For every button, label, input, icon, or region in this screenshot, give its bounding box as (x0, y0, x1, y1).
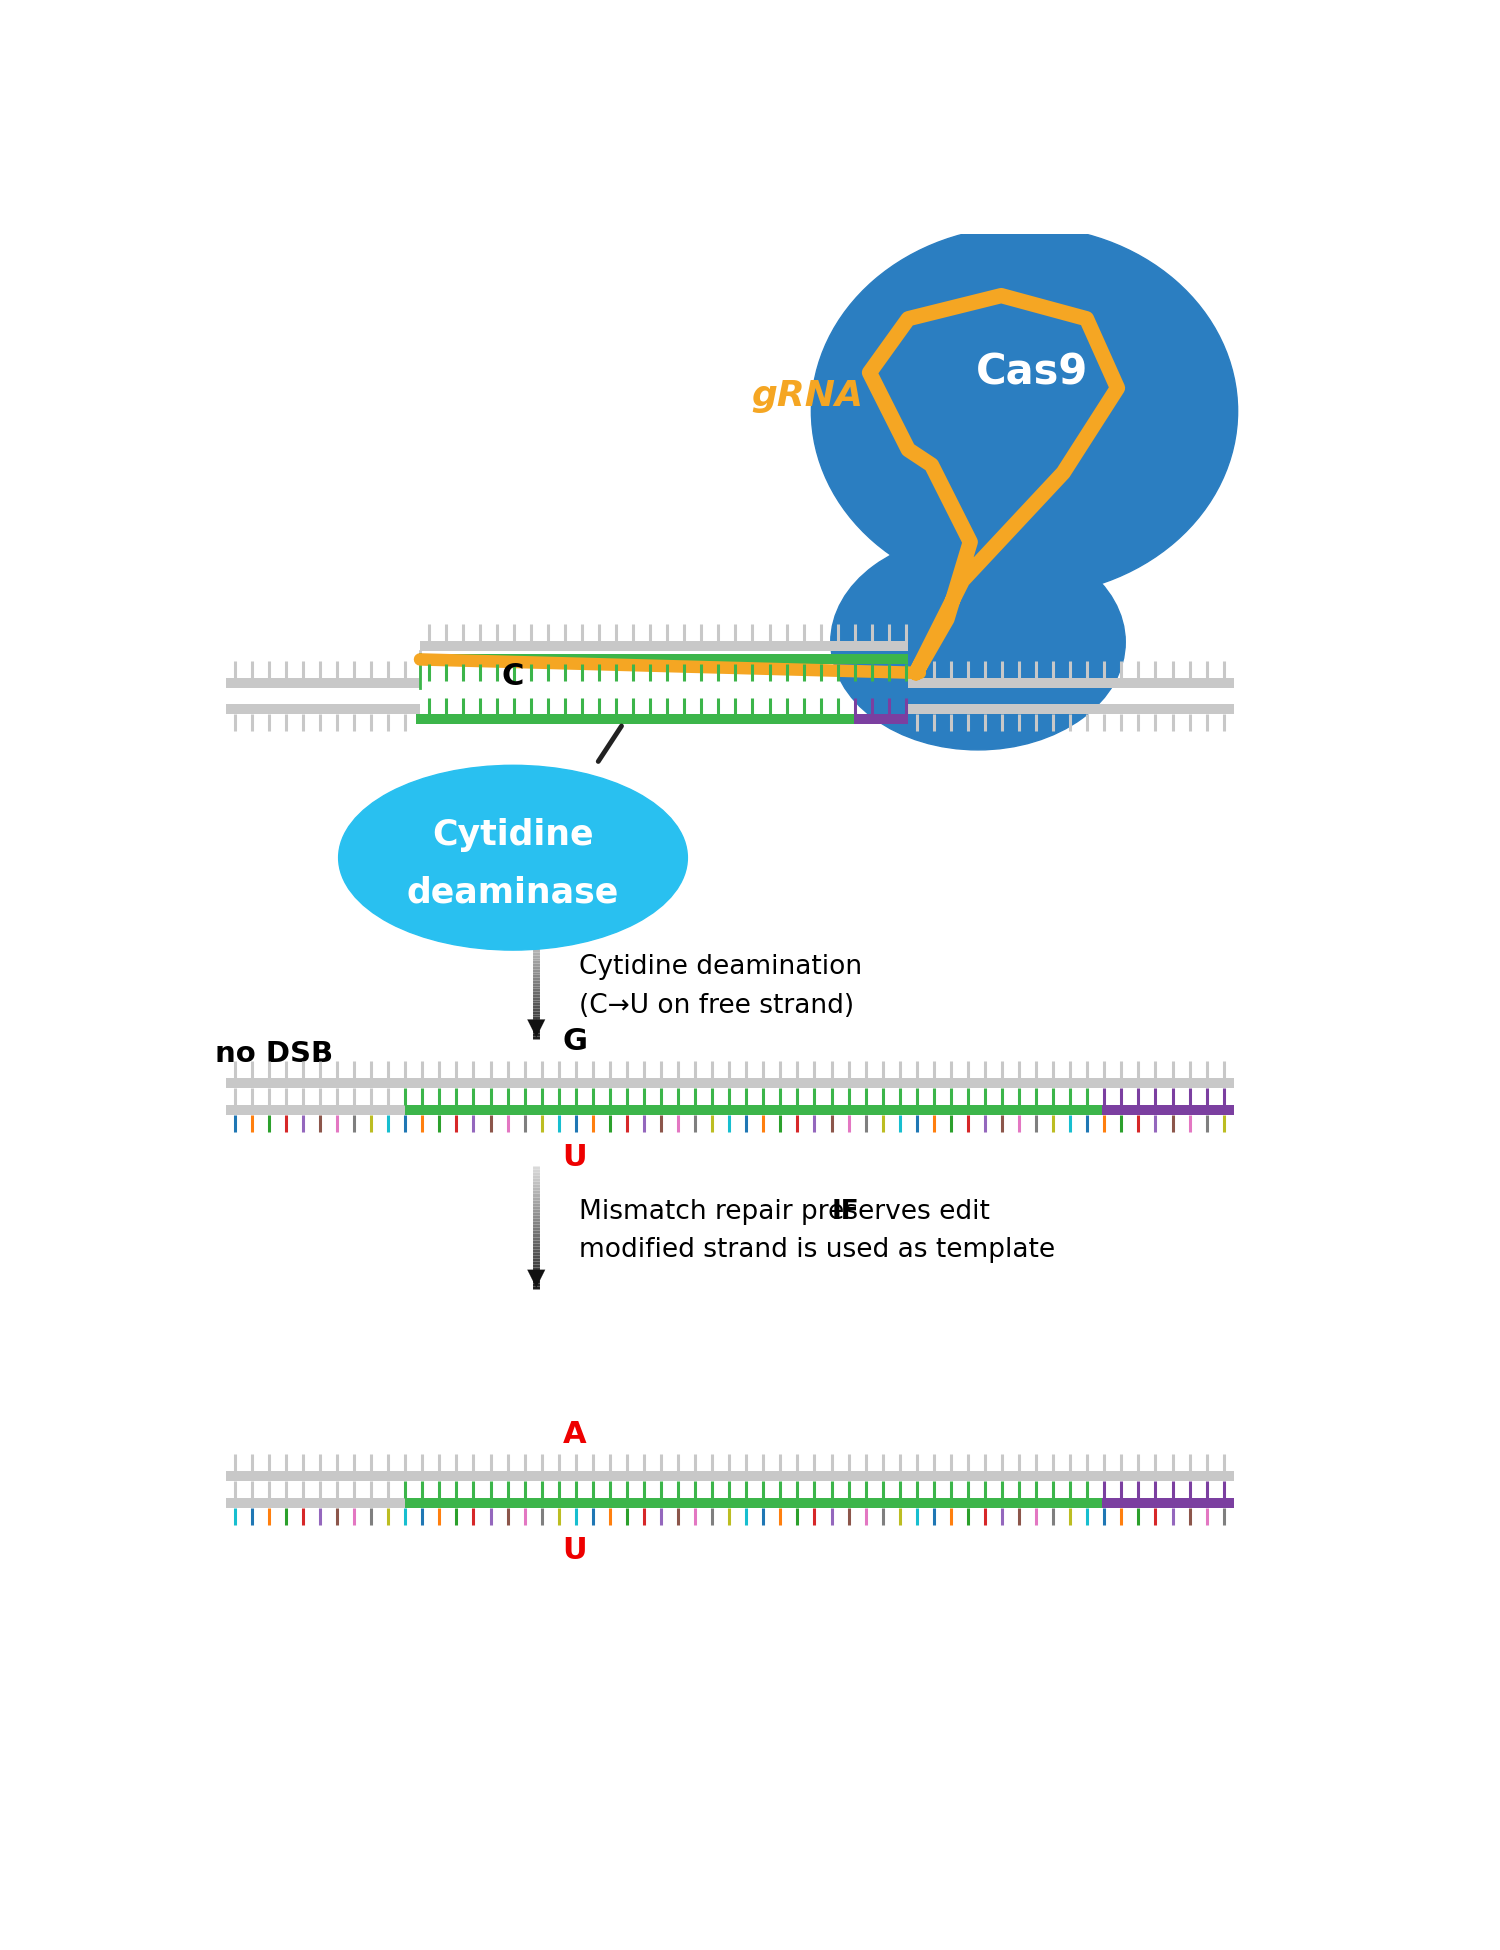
Text: Mismatch repair preserves edit: Mismatch repair preserves edit (579, 1199, 998, 1225)
Ellipse shape (339, 764, 687, 950)
Text: G: G (562, 1028, 588, 1057)
Text: C: C (503, 663, 524, 692)
Text: deaminase: deaminase (406, 876, 620, 909)
Text: Cas9: Cas9 (976, 351, 1089, 394)
Text: modified strand is used as template: modified strand is used as template (579, 1238, 1054, 1264)
Text: IF: IF (831, 1199, 860, 1225)
Text: Cytidine: Cytidine (432, 817, 594, 852)
Text: gRNA: gRNA (752, 378, 864, 413)
Ellipse shape (831, 534, 1125, 751)
Ellipse shape (812, 226, 1238, 597)
Text: no DSB: no DSB (214, 1039, 333, 1069)
Text: U: U (562, 1143, 588, 1172)
Text: A: A (562, 1420, 586, 1449)
Text: Cytidine deamination: Cytidine deamination (579, 954, 862, 981)
Text: U: U (562, 1537, 588, 1566)
Text: (C→U on free strand): (C→U on free strand) (579, 993, 853, 1020)
